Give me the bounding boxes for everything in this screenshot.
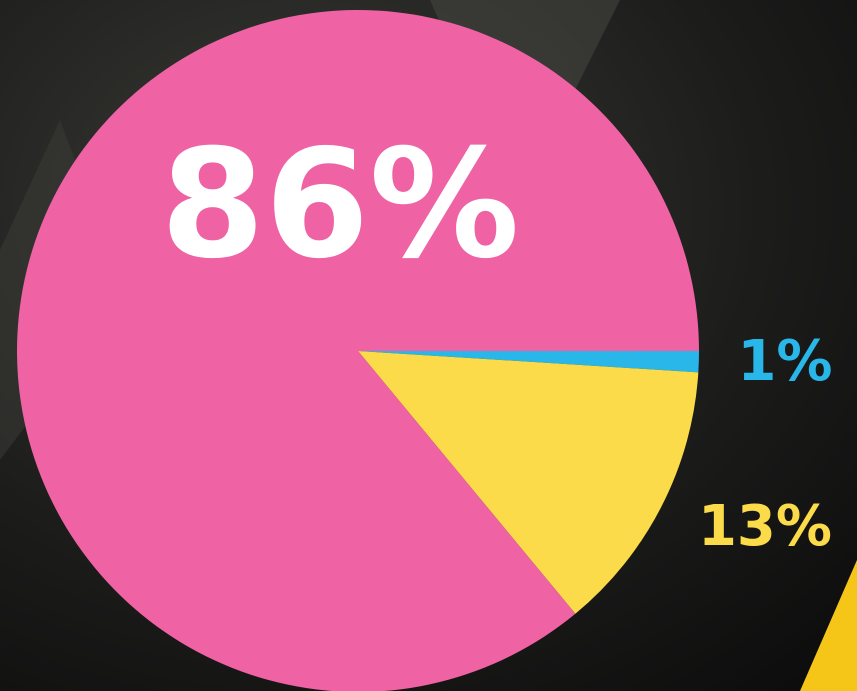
pie xyxy=(17,10,699,691)
slice-label: 1% xyxy=(737,329,832,394)
chart: 1% 13% 86% xyxy=(0,0,857,691)
slice-label: 13% xyxy=(698,494,832,559)
slice-label: 86% xyxy=(160,118,519,292)
